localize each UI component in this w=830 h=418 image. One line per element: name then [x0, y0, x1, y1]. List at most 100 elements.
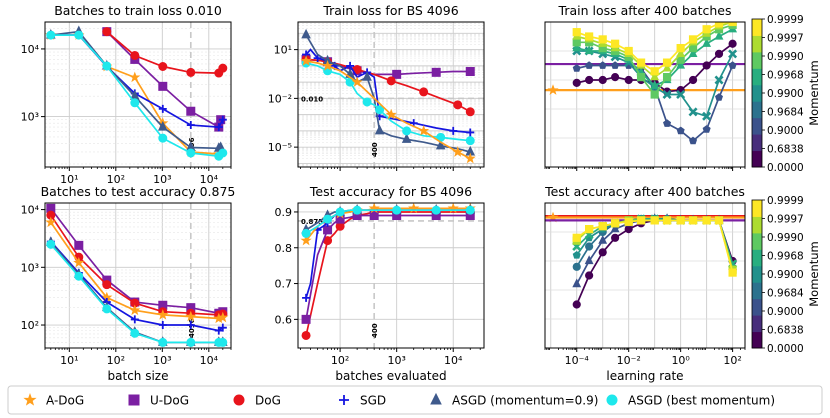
momentum-point [662, 62, 672, 72]
data-point-sgd [218, 323, 227, 332]
chart-test_acc: Test accuracy for BS 4096 400 0.875 10² 10³ 1… [275, 184, 485, 383]
data-point-asgdbest [186, 337, 196, 347]
momentum-point [598, 61, 607, 69]
data-point-asgdbest [402, 126, 412, 136]
colorbar-segment [752, 265, 762, 283]
legend-item-dog: DoG [233, 394, 281, 408]
x-tick-label: 10² [723, 354, 741, 367]
x-tick-label: 10¹ [60, 354, 78, 367]
data-point-adog [129, 304, 141, 316]
x-tick-label: 10⁴ [200, 354, 219, 367]
y-tick-label: 10⁴ [21, 43, 40, 56]
momentum-point [702, 216, 711, 225]
x-tick-label: 10³ [387, 354, 405, 367]
momentum-point [572, 233, 581, 242]
momentum-point [610, 223, 620, 233]
data-point-asgdbest [46, 30, 56, 40]
data-point-sgd [449, 126, 458, 135]
legend-marker-asgd [430, 392, 442, 405]
colorbar: 0.9999 0.9997 0.9990 0.9968 0.9900 0.9684 0.90… [751, 195, 821, 355]
chart-title: Batches to train loss 0.010 [54, 3, 222, 18]
grid [298, 22, 484, 167]
momentum-point [598, 222, 607, 231]
y-tick-label: 10³ [21, 261, 39, 274]
momentum-point [572, 64, 581, 72]
data-point-udog [158, 81, 168, 91]
legend-label: DoG [255, 394, 281, 408]
data-point-dog [102, 27, 112, 37]
y-tick-label: 10¹ [274, 44, 292, 57]
data-point-asgdbest [431, 205, 441, 215]
colorbar-tick-label: 0.9999 [767, 195, 804, 207]
momentum-point [624, 46, 633, 56]
y-tick-label: 10⁴ [21, 204, 40, 217]
momentum-point [676, 48, 686, 57]
data-point-adog [300, 55, 312, 66]
momentum-point [572, 28, 581, 37]
momentum-point [650, 67, 659, 76]
series-line-udog [50, 207, 224, 315]
axes-frame [544, 202, 746, 349]
momentum-point [714, 49, 724, 59]
x-axis-label: batch size [108, 369, 169, 383]
colorbar-segment [752, 101, 762, 119]
legend-label: A-DoG [46, 394, 84, 408]
momentum-point [728, 49, 738, 59]
data-point-sgd [466, 128, 475, 137]
data-point-adog [185, 310, 197, 322]
momentum-point [611, 39, 620, 48]
data-point-asgdbest [352, 205, 362, 215]
momentum-point [572, 38, 581, 47]
colorbar-tick-label: 0.9684 [767, 107, 804, 119]
data-point-sgd [186, 321, 195, 330]
data-point-sgd [214, 326, 223, 335]
momentum-point [714, 216, 724, 225]
data-point-asgdbest [375, 105, 385, 115]
data-point-asgdbest [301, 228, 311, 238]
data-point-sgd [186, 121, 195, 130]
series-line-asgd [50, 30, 222, 150]
colorbar-tick-label: 0.9000 [767, 125, 804, 137]
momentum-point [676, 44, 685, 53]
colorbar-segment [752, 68, 762, 86]
colorbar-segment [752, 84, 762, 102]
colorbar-tick-label: 0.9900 [767, 269, 804, 281]
momentum-point [702, 25, 711, 34]
momentum-point [702, 125, 711, 133]
x-tick-label: 10⁴ [444, 354, 463, 367]
momentum-point [598, 75, 607, 85]
momentum-point [702, 38, 712, 47]
chart-title: Test accuracy for BS 4096 [309, 184, 472, 199]
momentum-point [714, 22, 724, 28]
momentum-point [585, 75, 594, 85]
x-tick-label: 10² [107, 173, 125, 186]
data-point-dog [419, 87, 429, 97]
data-point-sgd [158, 321, 167, 330]
data-point-adog [157, 309, 169, 320]
colorbar-tick-label: 0.9000 [767, 306, 804, 318]
momentum-point [572, 42, 582, 52]
colorbar-segment [752, 150, 762, 168]
momentum-point [624, 75, 633, 85]
data-point-dog [218, 63, 228, 73]
momentum-point [676, 216, 685, 225]
colorbar-segment [752, 200, 762, 217]
data-point-sgd [214, 123, 223, 132]
data-point-asgdbest [335, 207, 345, 217]
momentum-point [585, 242, 594, 251]
hline-label: 0.010 [301, 95, 323, 103]
data-point-asgd [374, 124, 385, 135]
data-point-asgdbest [102, 61, 112, 71]
momentum-point [585, 271, 594, 280]
momentum-point [611, 233, 620, 242]
data-point-asgdbest [218, 148, 228, 158]
legend-label: SGD [360, 394, 386, 408]
momentum-point [728, 61, 737, 69]
momentum-point [662, 89, 672, 100]
series-line-dog [50, 214, 223, 316]
data-point-udog [301, 314, 311, 324]
data-point-sgd [218, 115, 227, 124]
grid [45, 203, 231, 348]
momentum-point [636, 216, 646, 225]
